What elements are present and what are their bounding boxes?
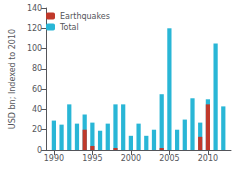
svg-text:140: 140 <box>27 4 42 13</box>
svg-text:2005: 2005 <box>159 154 179 163</box>
svg-text:40: 40 <box>32 105 42 114</box>
svg-text:USD bn; Indexed to 2010: USD bn; Indexed to 2010 <box>8 29 17 129</box>
svg-text:2010: 2010 <box>198 154 218 163</box>
svg-text:1995: 1995 <box>82 154 102 163</box>
svg-text:Earthquakes: Earthquakes <box>60 12 110 21</box>
svg-text:60: 60 <box>32 85 42 94</box>
svg-text:0: 0 <box>37 146 42 155</box>
svg-text:80: 80 <box>32 64 42 73</box>
svg-text:20: 20 <box>32 125 42 134</box>
svg-text:2000: 2000 <box>121 154 141 163</box>
svg-text:Total: Total <box>59 23 79 32</box>
svg-text:1990: 1990 <box>44 154 64 163</box>
svg-text:120: 120 <box>27 24 42 33</box>
svg-text:100: 100 <box>27 44 42 53</box>
